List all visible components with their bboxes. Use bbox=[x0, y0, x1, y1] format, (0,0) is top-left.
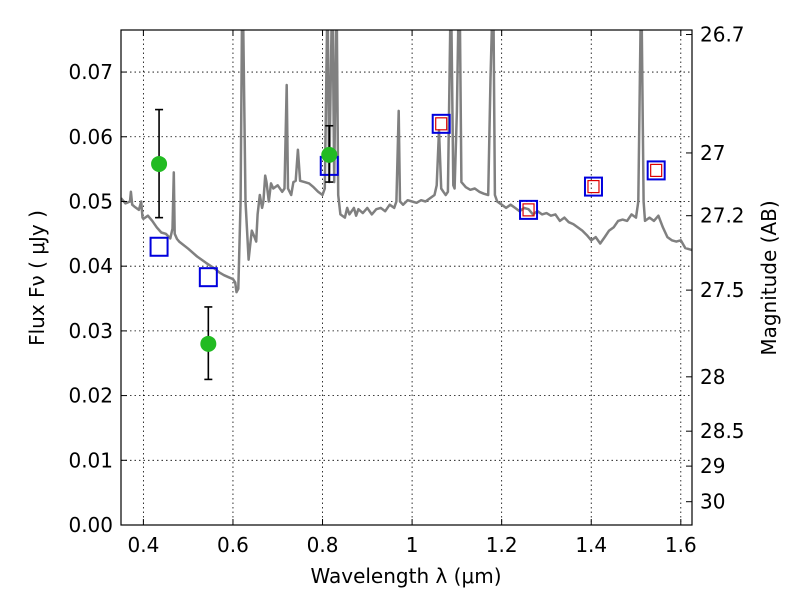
synthetic-flux-marker bbox=[198, 267, 218, 288]
right-tick-label: 28 bbox=[700, 365, 725, 389]
observed-photometry bbox=[151, 108, 338, 381]
right-tick-label: 30 bbox=[700, 490, 725, 514]
synthetic-flux-inner-marker bbox=[650, 163, 663, 178]
right-axis-label: Magnitude (AB) bbox=[757, 200, 781, 355]
grid-lines bbox=[121, 30, 692, 525]
x-tick-label: 0.4 bbox=[127, 533, 159, 557]
y-tick-label: 0.03 bbox=[68, 319, 113, 343]
right-axis-ticks: 26.7 27 27.2 27.5 28 28.5 29 30 bbox=[686, 23, 745, 514]
synthetic-flux-marker bbox=[519, 199, 539, 220]
right-tick-label: 27.2 bbox=[700, 204, 745, 228]
synthetic-flux-inner-marker bbox=[435, 117, 448, 131]
observed-flux-point bbox=[200, 335, 217, 352]
x-axis-ticks: 0.4 0.6 0.8 1 1.2 1.4 1.6 bbox=[127, 30, 697, 557]
y-tick-label: 0.06 bbox=[68, 125, 113, 149]
y-tick-label: 0.05 bbox=[68, 189, 113, 213]
right-tick-label: 27 bbox=[700, 141, 725, 165]
synthetic-flux-marker bbox=[583, 176, 603, 197]
right-tick-label: 28.5 bbox=[700, 419, 745, 443]
y-axis-ticks: 0.00 0.01 0.02 0.03 0.04 0.05 0.06 0.07 bbox=[68, 60, 127, 537]
x-tick-label: 0.8 bbox=[307, 533, 339, 557]
observed-flux-point bbox=[321, 146, 338, 163]
y-tick-label: 0.07 bbox=[68, 60, 113, 84]
y-tick-label: 0.00 bbox=[68, 513, 113, 537]
synthetic-flux-marker bbox=[646, 160, 666, 181]
right-tick-label: 29 bbox=[700, 454, 725, 478]
x-tick-label: 1 bbox=[406, 533, 419, 557]
synthetic-flux-inner-marker bbox=[522, 203, 535, 217]
y-tick-label: 0.04 bbox=[68, 254, 113, 278]
y-tick-label: 0.02 bbox=[68, 384, 113, 408]
y-tick-label: 0.01 bbox=[68, 448, 113, 472]
synthetic-flux-marker bbox=[149, 236, 169, 257]
x-axis-label: Wavelength λ (μm) bbox=[310, 564, 501, 588]
model-spectrum-line bbox=[121, 30, 692, 294]
right-tick-label: 27.5 bbox=[700, 278, 745, 302]
y-axis-label: Flux Fν ( μJy ) bbox=[25, 210, 49, 346]
model-spectrum bbox=[121, 30, 692, 294]
x-tick-label: 1.4 bbox=[575, 533, 607, 557]
synthetic-flux-marker bbox=[431, 113, 451, 134]
x-tick-label: 1.6 bbox=[665, 533, 697, 557]
x-tick-label: 1.2 bbox=[486, 533, 518, 557]
synthetic-photometry bbox=[149, 113, 666, 288]
right-tick-label: 26.7 bbox=[700, 23, 745, 47]
synthetic-flux-inner-marker bbox=[587, 179, 600, 194]
observed-flux-point bbox=[151, 155, 168, 172]
plot-frame bbox=[120, 29, 693, 526]
x-tick-label: 0.6 bbox=[217, 533, 249, 557]
